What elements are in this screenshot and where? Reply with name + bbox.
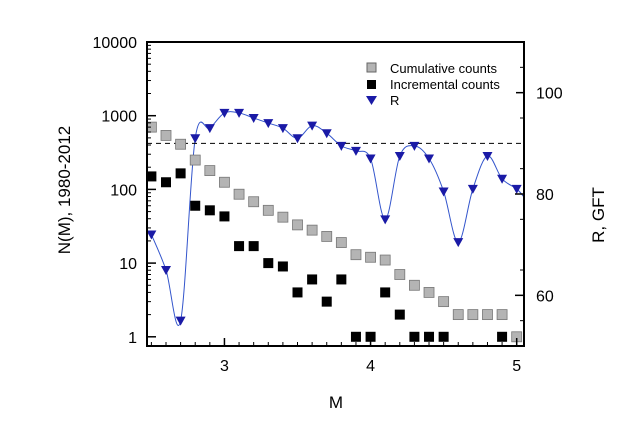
cumulative-count-point bbox=[189, 154, 201, 166]
incremental-count-point bbox=[365, 331, 376, 342]
r-value-point bbox=[292, 134, 303, 144]
r-value-point bbox=[146, 230, 157, 240]
y2-tick-label: 100 bbox=[536, 86, 563, 103]
cumulative-count-point bbox=[321, 231, 333, 242]
x-axis-title: M bbox=[329, 393, 343, 412]
legend-marker-r bbox=[366, 96, 377, 105]
cumulative-count-point bbox=[306, 224, 318, 236]
cumulative-count-point bbox=[277, 211, 289, 223]
cumulative-count-point bbox=[467, 309, 479, 321]
cumulative-count-point bbox=[482, 309, 493, 321]
incremental-count-point bbox=[292, 287, 303, 298]
x-tick-label: 5 bbox=[512, 358, 521, 375]
r-value-point bbox=[336, 141, 347, 151]
r-value-point bbox=[511, 184, 522, 194]
r-value-point bbox=[248, 114, 259, 123]
incremental-count-point bbox=[497, 331, 508, 342]
y-tick-label: 10 bbox=[119, 256, 137, 273]
r-value-point bbox=[380, 215, 391, 225]
incremental-count-point bbox=[394, 309, 405, 320]
cumulative-count-point bbox=[496, 309, 508, 321]
r-value-point bbox=[160, 266, 171, 275]
r-value-point bbox=[175, 316, 186, 326]
legend-label-cumulative: Cumulative counts bbox=[390, 61, 497, 76]
cumulative-count-point bbox=[233, 188, 245, 200]
r-value-point bbox=[277, 124, 288, 134]
cumulative-count-point bbox=[409, 279, 420, 291]
cumulative-count-point bbox=[175, 138, 187, 150]
cumulative-count-point bbox=[160, 130, 172, 141]
r-value-point bbox=[424, 154, 435, 164]
r-value-point bbox=[234, 108, 245, 118]
r-value-point bbox=[394, 152, 405, 161]
legend-marker-incremental bbox=[367, 80, 376, 89]
legend: Cumulative counts Incremental counts R bbox=[358, 56, 516, 112]
r-value-point bbox=[321, 129, 332, 139]
incremental-count-point bbox=[380, 287, 391, 298]
incremental-count-point bbox=[248, 241, 259, 252]
legend-label-incremental: Incremental counts bbox=[390, 77, 500, 92]
r-value-point bbox=[409, 141, 420, 151]
y2-tick-label: 60 bbox=[536, 288, 554, 305]
cumulative-count-point bbox=[292, 219, 303, 231]
x-tick-label: 3 bbox=[220, 358, 229, 375]
cumulative-count-point bbox=[394, 269, 406, 280]
r-value-point bbox=[204, 124, 215, 134]
y-tick-label: 1 bbox=[128, 330, 137, 347]
cumulative-count-point bbox=[262, 204, 274, 216]
cumulative-count-point bbox=[335, 237, 347, 248]
cumulative-count-point bbox=[438, 296, 450, 308]
incremental-count-point bbox=[438, 331, 449, 342]
x-tick-label: 4 bbox=[366, 358, 375, 375]
data-marks-layer bbox=[145, 108, 523, 343]
incremental-count-point bbox=[424, 331, 435, 342]
y-axis-title: N(M), 1980-2012 bbox=[55, 126, 74, 255]
axis-ticks-layer: 3 4 5 1 10 100 1000 10000 60 80 100 bbox=[93, 35, 563, 375]
cumulative-count-point bbox=[350, 249, 362, 261]
cumulative-count-point bbox=[219, 176, 230, 188]
legend-marker-cumulative bbox=[366, 62, 377, 73]
legend-box bbox=[358, 56, 516, 112]
incremental-count-point bbox=[350, 331, 361, 342]
r-value-point bbox=[190, 134, 201, 144]
incremental-count-point bbox=[175, 168, 186, 179]
cumulative-count-point bbox=[204, 165, 216, 176]
incremental-count-point bbox=[204, 205, 215, 216]
incremental-count-point bbox=[277, 261, 288, 272]
y-tick-label: 100 bbox=[110, 182, 137, 199]
cumulative-count-point bbox=[365, 251, 376, 263]
incremental-count-point bbox=[219, 211, 230, 222]
cumulative-count-point bbox=[248, 196, 260, 208]
r-value-point bbox=[219, 108, 230, 118]
incremental-count-point bbox=[321, 296, 332, 307]
r-value-point bbox=[497, 174, 508, 184]
cumulative-count-point bbox=[452, 309, 464, 321]
r-value-point bbox=[350, 146, 361, 156]
y-tick-label: 10000 bbox=[93, 35, 138, 52]
r-value-point bbox=[263, 119, 274, 129]
r-value-point bbox=[453, 238, 464, 248]
incremental-count-point bbox=[190, 200, 201, 211]
r-value-point bbox=[482, 152, 493, 161]
incremental-count-point bbox=[307, 274, 318, 285]
r-value-point bbox=[365, 154, 376, 164]
cumulative-count-point bbox=[423, 287, 435, 298]
incremental-count-point bbox=[336, 274, 347, 285]
incremental-count-point bbox=[409, 331, 420, 342]
incremental-count-point bbox=[160, 177, 171, 188]
r-value-point bbox=[307, 121, 318, 131]
y2-tick-label: 80 bbox=[536, 187, 554, 204]
cumulative-count-point bbox=[379, 254, 391, 266]
incremental-count-point bbox=[146, 171, 157, 182]
incremental-count-point bbox=[234, 241, 245, 252]
r-value-point bbox=[467, 184, 478, 194]
y-tick-label: 1000 bbox=[101, 109, 137, 126]
incremental-count-point bbox=[263, 258, 274, 269]
legend-label-r: R bbox=[390, 93, 399, 108]
y2-axis-title: R, GFT bbox=[589, 187, 608, 243]
r-value-point bbox=[438, 187, 449, 197]
